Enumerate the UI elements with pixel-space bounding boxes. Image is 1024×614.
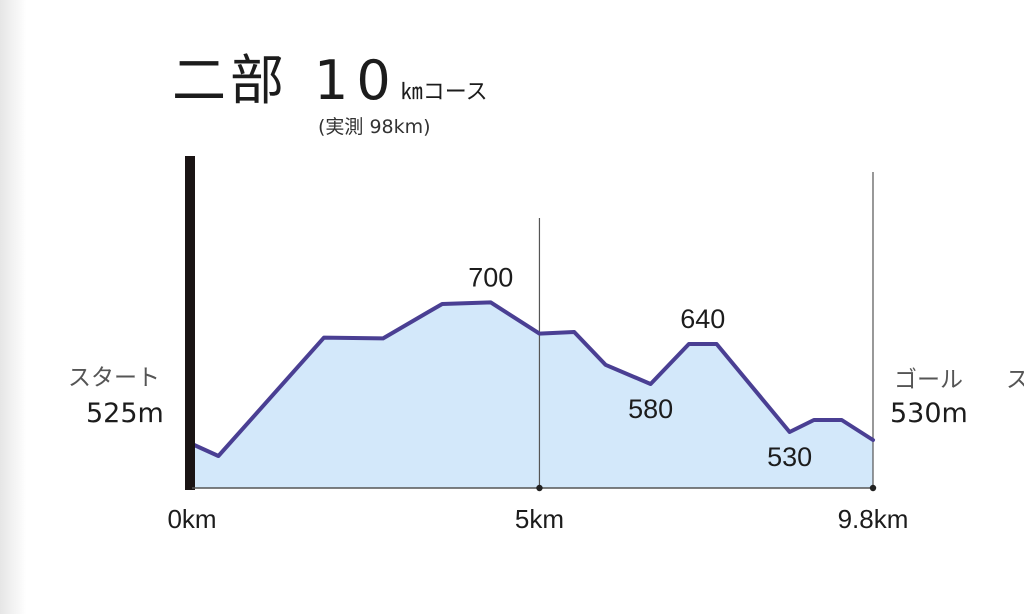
elevation-annotation: 640: [680, 304, 725, 334]
left-shadow: [0, 0, 26, 614]
x-tick-label: 0km: [167, 504, 216, 534]
start-elevation: 525m: [86, 398, 164, 429]
x-tick-label: 9.8km: [838, 504, 909, 534]
title-unit: ㎞コース: [400, 80, 488, 105]
start-bar: [185, 156, 195, 490]
course-subtitle: (実測 98km): [318, 116, 431, 138]
course-title: 二部 10㎞コース: [172, 36, 488, 115]
start-label: スタート: [68, 365, 160, 391]
x-tick-dot: [869, 484, 877, 492]
chart-axis-group: [185, 156, 877, 492]
elevation-annotation: 530: [767, 442, 812, 472]
elevation-line: [190, 300, 875, 458]
x-tick-label: 5km: [515, 504, 564, 534]
chart-guides-group: [538, 172, 874, 488]
chart-line-group: [190, 300, 875, 458]
goal-elevation: 530m: [890, 398, 968, 429]
chart-area-group: [192, 302, 873, 488]
goal-clipped-label: ス: [1006, 367, 1024, 393]
elevation-area: [192, 302, 873, 488]
elevation-annotation: 580: [628, 394, 673, 424]
title-text: 二部: [172, 49, 288, 112]
chart-labels-group: 0km 5km 9.8km 700 640 580 530: [167, 262, 908, 534]
elevation-annotation: 700: [468, 262, 513, 292]
goal-label: ゴール: [894, 367, 963, 393]
x-tick-dot: [536, 484, 543, 492]
title-distance: 10: [314, 49, 399, 112]
